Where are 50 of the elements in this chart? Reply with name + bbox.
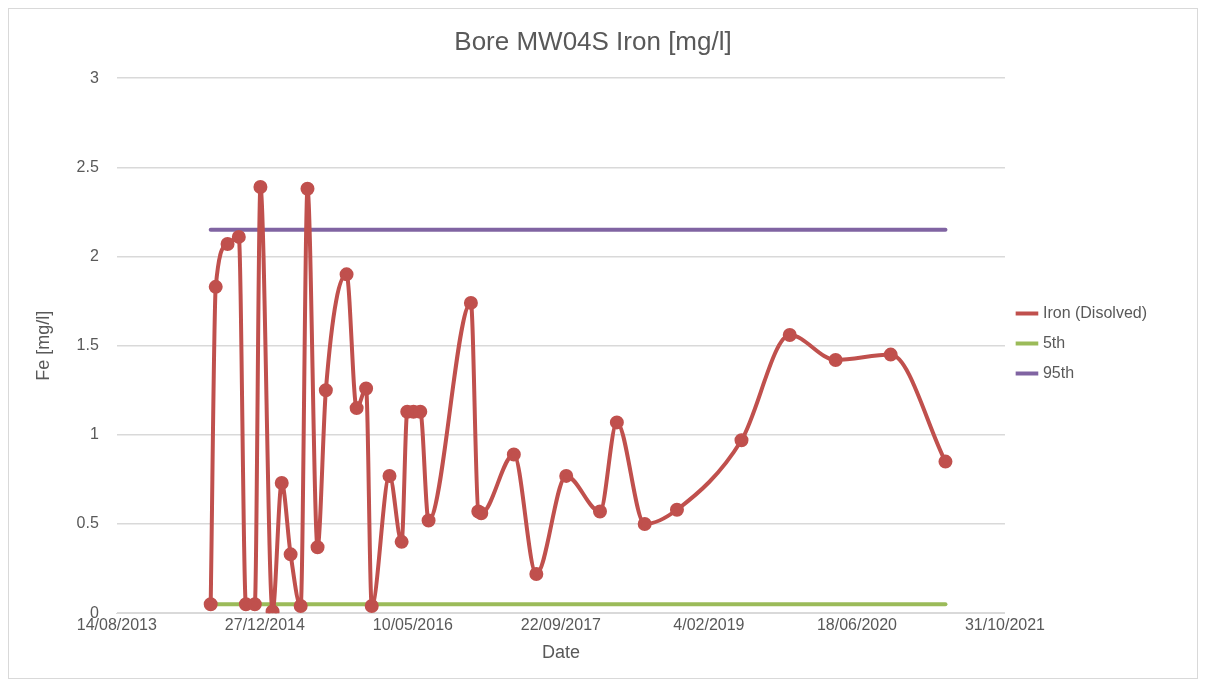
point [300, 181, 315, 196]
point [293, 599, 308, 614]
point [938, 454, 953, 469]
point [274, 476, 289, 491]
point [349, 401, 364, 416]
point [669, 502, 684, 517]
point [318, 383, 333, 398]
point [529, 566, 544, 581]
y-tick-label: 1.5 [76, 336, 99, 354]
point [883, 347, 898, 362]
point [208, 279, 223, 294]
point [506, 447, 521, 462]
point [203, 597, 218, 612]
point [637, 517, 652, 532]
point [609, 415, 624, 430]
point [231, 229, 246, 244]
x-tick-label: 18/06/2020 [816, 616, 898, 634]
point [220, 237, 235, 252]
y-tick-label: 0.5 [76, 514, 99, 532]
y-tick-label: 1 [89, 425, 99, 443]
point [421, 513, 436, 528]
x-axis-title: Date [541, 642, 580, 663]
point [782, 328, 797, 342]
point [253, 179, 268, 194]
point [559, 468, 574, 483]
point [734, 433, 749, 448]
legend-label: 5th [1042, 333, 1066, 351]
legend-label: Iron (Disolved) [1042, 303, 1147, 321]
point [359, 381, 374, 396]
x-tick-label: 31/10/2021 [964, 616, 1046, 634]
point [364, 599, 379, 614]
y-axis-title: Fe [mg/l] [32, 310, 53, 381]
point [828, 352, 843, 367]
x-tick-label: 14/08/2013 [76, 616, 157, 634]
point [592, 504, 607, 519]
x-tick-label: 10/05/2016 [372, 616, 454, 634]
point [283, 547, 298, 562]
y-tick-label: 3 [89, 68, 99, 86]
x-tick-label: 22/09/2017 [520, 616, 602, 634]
point [463, 295, 478, 310]
point [339, 267, 354, 282]
x-tick-label: 27/12/2014 [224, 616, 305, 634]
point [382, 468, 397, 483]
chart-title: Bore MW04S Iron [mg/l] [454, 25, 732, 56]
y-tick-label: 2.5 [76, 157, 99, 175]
point [394, 534, 409, 549]
y-tick-label: 2 [89, 246, 99, 264]
point [310, 540, 325, 555]
legend-label: 95th [1042, 363, 1075, 381]
x-tick-label: 4/02/2019 [673, 616, 745, 634]
